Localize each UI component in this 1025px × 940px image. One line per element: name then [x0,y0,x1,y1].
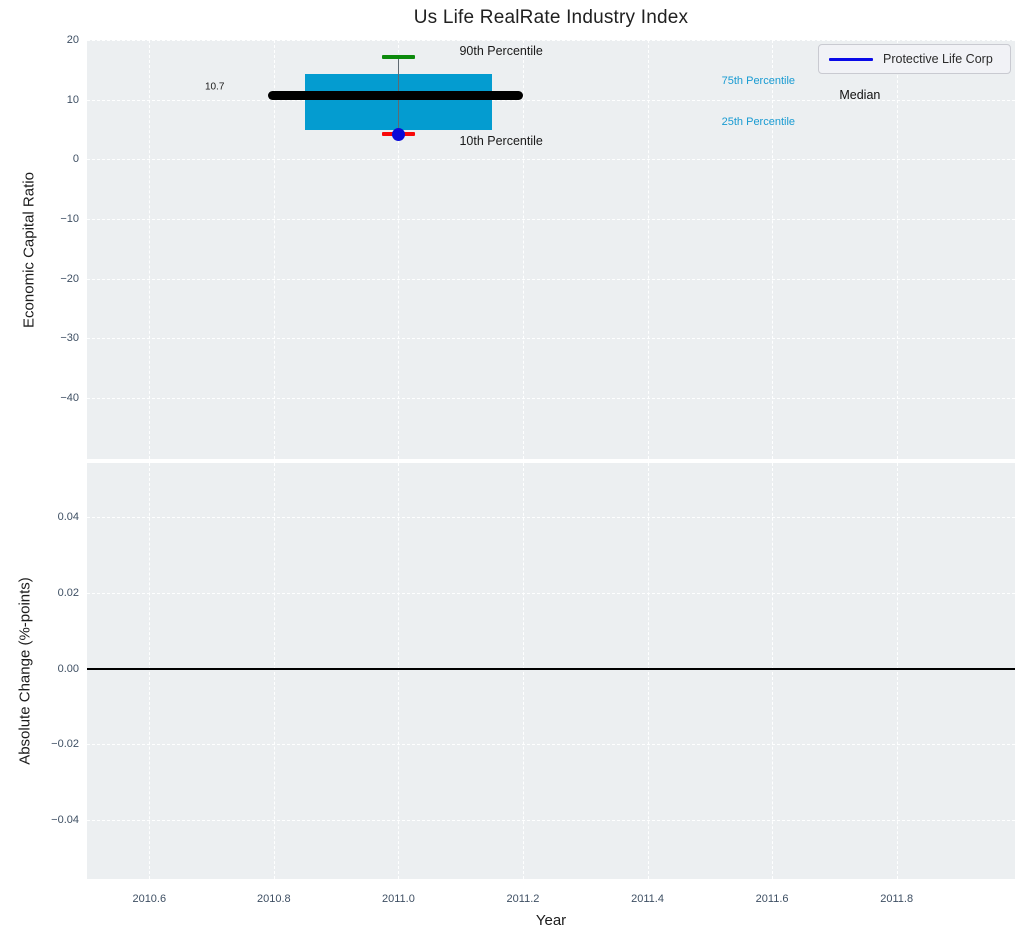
gridline-vertical [897,40,898,459]
bottom-plot-area [87,463,1015,879]
annotation-text: 75th Percentile [722,75,795,87]
top-plot-area: 10.7 90th Percentile 10th Percentile 75th P… [87,40,1015,459]
annotation-text: 25th Percentile [722,116,795,128]
gridline-horizontal [87,159,1015,160]
legend-line-swatch [829,58,873,61]
gridline-vertical [398,463,399,879]
y-tick-label: 0.00 [9,663,79,675]
y-tick-label: −0.04 [9,814,79,826]
y-tick-label: 20 [9,34,79,46]
gridline-horizontal [87,744,1015,745]
gridline-vertical [274,463,275,879]
gridline-vertical [772,463,773,879]
gridline-vertical [648,40,649,459]
x-tick-label: 2011.8 [880,893,913,905]
y-axis-label-top: Economic Capital Ratio [21,172,38,328]
figure: Us Life RealRate Industry Index 10.7 90th… [0,0,1025,940]
annotation-text: Median [839,88,880,102]
y-tick-label: −30 [9,332,79,344]
gridline-vertical [523,463,524,879]
x-tick-label: 2011.0 [382,893,415,905]
annotation-text: 10.7 [205,82,224,93]
x-axis-label: Year [87,912,1015,929]
gridline-vertical [772,40,773,459]
y-tick-label: 10 [9,94,79,106]
y-tick-label: −40 [9,392,79,404]
median-line [268,91,523,100]
gridline-vertical [523,40,524,459]
gridline-horizontal [87,820,1015,821]
y-tick-label: −0.02 [9,738,79,750]
gridline-vertical [274,40,275,459]
legend: Protective Life Corp [818,44,1011,74]
annotation-text: 90th Percentile [459,44,542,58]
gridline-horizontal [87,279,1015,280]
gridline-horizontal [87,219,1015,220]
gridline-vertical [149,463,150,879]
gridline-vertical [897,463,898,879]
gridline-horizontal [87,338,1015,339]
gridline-vertical [149,40,150,459]
gridline-horizontal [87,593,1015,594]
zero-reference-line [87,668,1015,670]
gridline-vertical [648,463,649,879]
chart-title: Us Life RealRate Industry Index [87,7,1015,29]
y-tick-label: 0.04 [9,511,79,523]
company-value-dot [392,128,405,141]
x-tick-label: 2010.8 [257,893,291,905]
y-tick-label: 0.02 [9,587,79,599]
gridline-horizontal [87,40,1015,41]
legend-label: Protective Life Corp [883,52,993,66]
y-tick-label: 0 [9,153,79,165]
x-tick-label: 2011.2 [507,893,540,905]
gridline-horizontal [87,517,1015,518]
annotation-text: 10th Percentile [459,134,542,148]
x-tick-label: 2011.6 [756,893,789,905]
gridline-horizontal [87,398,1015,399]
p90-cap [382,55,414,59]
x-tick-label: 2010.6 [132,893,166,905]
y-tick-label: −20 [9,273,79,285]
x-tick-label: 2011.4 [631,893,664,905]
y-tick-label: −10 [9,213,79,225]
